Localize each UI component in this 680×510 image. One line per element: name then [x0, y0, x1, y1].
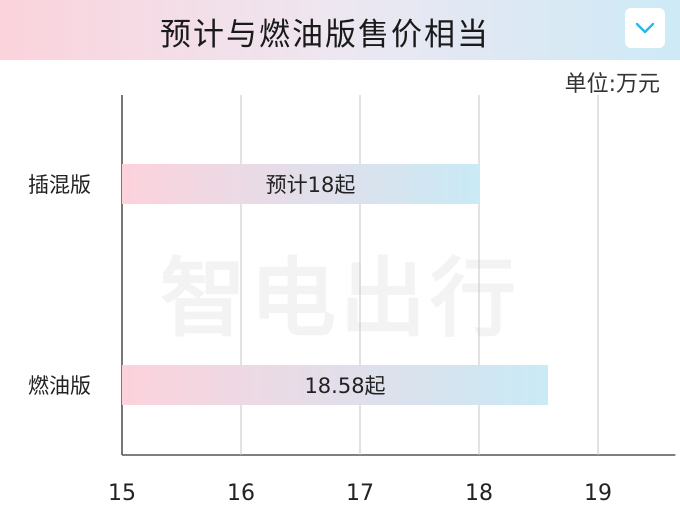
unit-label: 单位:万元: [564, 72, 660, 97]
x-tick-label: 16: [227, 481, 255, 506]
bar-1: [122, 365, 549, 405]
x-tick-label: 15: [108, 481, 136, 506]
x-tick-label: 19: [584, 481, 612, 506]
bar-value-label: 预计18起: [266, 173, 356, 197]
category-label-ice: 燃油版: [28, 374, 91, 398]
category-label-phev: 插混版: [28, 173, 91, 197]
x-tick-label: 17: [346, 481, 374, 506]
bar-value-label: 18.58起: [304, 374, 385, 398]
watermark-text: 智电出行: [160, 228, 520, 353]
x-tick-label: 18: [465, 481, 493, 506]
collapse-toggle-button[interactable]: [625, 8, 665, 48]
header-banner: [0, 0, 680, 60]
bar-0: [122, 164, 479, 204]
chart-title: 预计与燃油版售价相当: [160, 17, 490, 53]
chevron-down-icon: [635, 22, 655, 34]
